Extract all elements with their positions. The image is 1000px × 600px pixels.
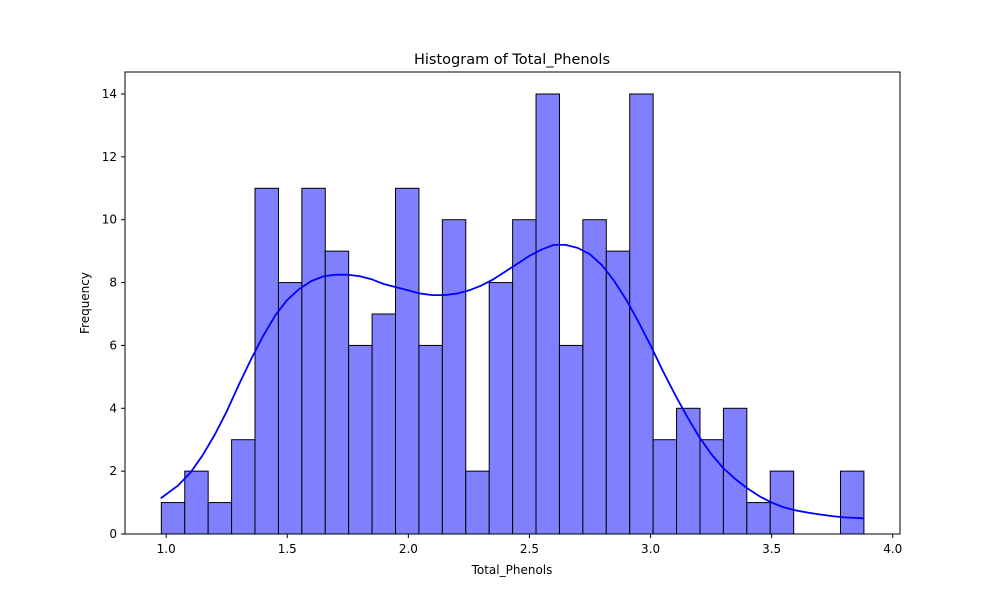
histogram-bar	[488, 282, 514, 535]
histogram-bar	[418, 344, 443, 535]
histogram-bar	[371, 313, 397, 535]
x-tick-label: 1.5	[278, 542, 297, 556]
x-axis-title: Total_Phenols	[471, 563, 553, 577]
histogram-bar	[254, 187, 279, 535]
x-tick-label: 1.0	[157, 542, 176, 556]
y-tick-label: 10	[102, 213, 117, 227]
histogram-bar	[301, 187, 326, 535]
histogram-bar	[184, 470, 209, 535]
plot-frame	[124, 71, 901, 535]
histogram-bar	[207, 502, 233, 535]
y-tick-label: 8	[109, 276, 117, 290]
kde-curve	[160, 243, 865, 520]
histogram-bar	[746, 502, 771, 535]
histogram-bar	[277, 282, 303, 535]
x-tick-label: 3.5	[762, 542, 781, 556]
y-tick-label: 4	[109, 401, 117, 415]
histogram-bar	[839, 470, 865, 535]
histogram-bar	[395, 187, 420, 535]
y-tick-label: 2	[109, 464, 117, 478]
histogram-bar	[605, 250, 631, 535]
bars-layer	[160, 93, 865, 535]
y-axis: 0 2 4 6 8 10 12 14	[102, 87, 125, 541]
y-tick-label: 6	[109, 338, 117, 352]
x-tick-label: 4.0	[883, 542, 902, 556]
histogram-bar	[160, 502, 186, 535]
histogram-bar	[348, 344, 373, 535]
x-tick-label: 3.0	[641, 542, 660, 556]
histogram-bar	[324, 250, 350, 535]
y-axis-title: Frequency	[78, 272, 92, 334]
y-tick-label: 12	[102, 150, 117, 164]
x-tick-label: 2.0	[399, 542, 418, 556]
histogram-bar	[652, 439, 678, 535]
histogram-bar	[558, 344, 584, 535]
histogram-bar	[512, 219, 537, 535]
x-axis: 1.0 1.5 2.0 2.5 3.0 3.5 4.0	[157, 534, 902, 556]
histogram-bar	[231, 439, 256, 535]
x-tick-label: 2.5	[520, 542, 539, 556]
y-tick-label: 14	[102, 87, 117, 101]
histogram-bar	[535, 93, 560, 535]
kde-layer	[160, 243, 865, 520]
histogram-bar	[676, 407, 701, 535]
y-tick-label: 0	[109, 527, 117, 541]
chart-title: Histogram of Total_Phenols	[414, 52, 610, 68]
histogram-bar	[465, 470, 490, 535]
histogram-bar	[441, 219, 467, 535]
